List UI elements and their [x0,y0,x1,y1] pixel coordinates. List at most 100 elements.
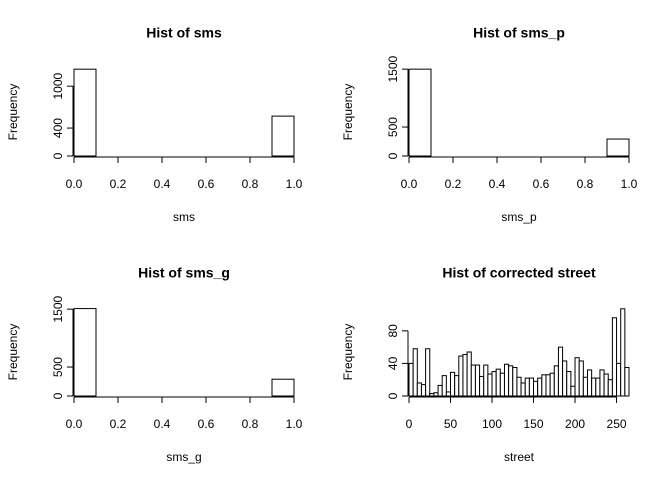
bar [541,374,547,397]
x-tick-label: 1.0 [621,177,638,191]
bar [557,346,564,397]
y-tick-label: 500 [386,117,400,137]
x-tick-label: 0.4 [489,177,506,191]
bar [508,365,514,397]
x-tick-label: 0.0 [66,177,83,191]
bar [603,373,609,397]
bar [499,372,505,397]
bar [271,115,295,157]
x-axis-label: street [504,450,535,464]
bar [574,357,580,397]
bar [516,376,522,397]
x-tick-label: 0.4 [154,417,171,431]
chart-title: Hist of sms_g [138,265,230,281]
bar [591,377,597,397]
x-tick-label: 1.0 [286,177,303,191]
bar [495,368,501,397]
y-tick-label: 40 [386,356,400,370]
y-axis-label: Frequency [341,84,355,141]
bar [73,68,97,157]
bar [429,393,435,397]
y-tick-label: 0 [51,392,65,399]
bar [595,377,601,397]
x-tick-label: 0.6 [533,177,550,191]
x-tick-label: 0.0 [401,177,418,191]
bar [412,348,418,397]
x-axis-label: sms_g [166,450,201,464]
bar [582,376,588,397]
x-axis-label: sms_p [501,210,537,224]
bar [533,380,539,397]
y-axis-label: Frequency [6,84,20,141]
y-tick-label: 500 [51,357,65,377]
bar [441,375,447,397]
bar [520,382,526,397]
chart-title: Hist of sms_p [473,25,565,41]
x-tick-label: 50 [444,417,458,431]
bar [408,362,414,397]
bar [466,351,472,397]
x-tick-label: 0.8 [242,417,259,431]
bar [545,374,551,397]
bar [570,385,576,397]
x-tick-label: 1.0 [286,417,303,431]
bar [549,372,555,397]
bar [450,371,456,397]
bar [487,373,493,397]
x-tick-label: 0.4 [154,177,171,191]
y-tick-label: 400 [51,118,65,138]
bar [483,364,489,397]
y-axis-label: Frequency [6,324,20,381]
bar [425,348,431,397]
y-tick-label: 1000 [51,72,65,99]
bar [470,364,476,397]
x-tick-label: 0.8 [242,177,259,191]
bar [458,355,464,397]
bar [454,375,460,397]
x-tick-label: 0.6 [198,417,215,431]
x-tick-label: 100 [482,417,502,431]
bar [420,384,427,397]
chart-title: Hist of corrected street [442,265,596,281]
chart-title: Hist of sms [146,25,222,41]
bar [73,308,97,397]
bar [479,375,485,397]
x-tick-label: 150 [524,417,544,431]
bar [491,371,497,397]
bar [537,377,543,397]
bar [474,364,481,397]
x-tick-label: 0.2 [445,177,462,191]
bar [586,369,593,397]
bar [616,362,622,397]
bar [606,138,630,157]
y-tick-label: 0 [386,392,400,399]
bar [620,308,626,397]
x-tick-label: 0.0 [66,417,83,431]
y-tick-label: 0 [386,152,400,159]
bar [408,68,432,157]
x-tick-label: 0 [406,417,413,431]
bar [599,369,605,397]
bar [433,392,439,397]
y-tick-label: 0 [51,152,65,159]
bar [524,377,530,397]
bar [462,353,468,397]
bar [503,363,510,397]
x-tick-label: 0.6 [198,177,215,191]
bar [566,371,572,397]
bar [624,366,630,397]
x-tick-label: 200 [565,417,585,431]
bar [528,377,535,397]
bar [445,391,452,397]
bar [437,384,443,397]
x-tick-label: 250 [607,417,627,431]
x-axis-label: sms [173,210,195,224]
bar [607,379,613,397]
y-tick-label: 1500 [51,295,65,322]
x-tick-label: 0.2 [110,417,127,431]
bar [271,378,295,397]
bar [553,365,559,397]
bar [562,360,568,397]
bar [416,382,422,397]
